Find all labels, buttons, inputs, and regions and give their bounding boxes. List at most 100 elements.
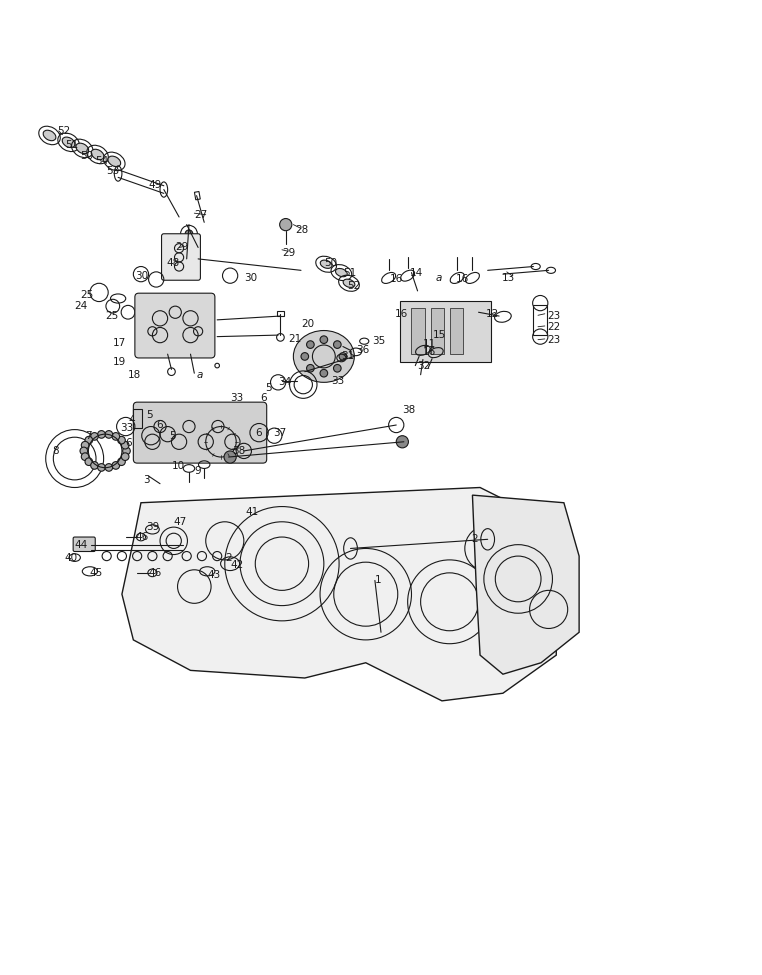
Circle shape xyxy=(123,448,130,454)
Text: 35: 35 xyxy=(372,336,385,346)
Ellipse shape xyxy=(343,279,355,288)
Ellipse shape xyxy=(293,331,354,382)
FancyBboxPatch shape xyxy=(135,293,215,358)
Text: 46: 46 xyxy=(136,532,149,542)
Text: 4: 4 xyxy=(128,415,135,425)
Circle shape xyxy=(85,458,93,465)
Polygon shape xyxy=(122,488,556,701)
Circle shape xyxy=(85,437,93,444)
Text: 29: 29 xyxy=(282,248,295,257)
Text: 6: 6 xyxy=(255,428,262,438)
Circle shape xyxy=(117,458,125,465)
Text: 48: 48 xyxy=(166,257,179,268)
Text: 18: 18 xyxy=(128,370,141,379)
Circle shape xyxy=(306,341,314,348)
Circle shape xyxy=(339,353,347,360)
Circle shape xyxy=(105,464,113,471)
Text: 47: 47 xyxy=(174,517,187,526)
Text: 29: 29 xyxy=(175,243,188,253)
Text: 30: 30 xyxy=(136,271,149,281)
Circle shape xyxy=(98,464,105,471)
Bar xyxy=(277,311,284,316)
Ellipse shape xyxy=(43,131,56,140)
Text: 24: 24 xyxy=(75,301,88,311)
Text: 25: 25 xyxy=(105,311,118,321)
Text: 40: 40 xyxy=(65,553,78,563)
Text: 42: 42 xyxy=(230,561,243,570)
Text: 16: 16 xyxy=(423,347,436,357)
Text: 6: 6 xyxy=(261,393,267,403)
Text: 33: 33 xyxy=(120,423,133,433)
Text: 22: 22 xyxy=(547,323,560,332)
Text: 3: 3 xyxy=(143,475,150,485)
Text: 49: 49 xyxy=(149,180,162,190)
Ellipse shape xyxy=(335,268,347,277)
Text: 33: 33 xyxy=(230,393,243,403)
Circle shape xyxy=(320,370,328,377)
Text: a: a xyxy=(197,370,203,379)
Text: 6: 6 xyxy=(156,420,163,430)
Text: 11: 11 xyxy=(423,339,436,349)
Bar xyxy=(411,308,425,354)
Text: 16: 16 xyxy=(456,275,469,285)
Text: 52: 52 xyxy=(347,281,360,291)
Text: 16: 16 xyxy=(395,309,408,319)
Text: 39: 39 xyxy=(146,523,159,532)
Text: 15: 15 xyxy=(433,331,446,340)
Text: a: a xyxy=(436,273,442,283)
Text: 13: 13 xyxy=(501,273,514,283)
Text: 43: 43 xyxy=(207,570,220,580)
Text: 10: 10 xyxy=(171,461,184,471)
Circle shape xyxy=(224,450,236,463)
Circle shape xyxy=(306,365,314,372)
Text: 6: 6 xyxy=(126,439,133,448)
Text: 45: 45 xyxy=(90,567,103,578)
Circle shape xyxy=(91,433,98,441)
Text: 51: 51 xyxy=(65,139,78,149)
Text: 34: 34 xyxy=(278,377,291,387)
Circle shape xyxy=(112,461,120,469)
Circle shape xyxy=(121,442,129,449)
Text: 53: 53 xyxy=(107,167,120,176)
Text: 1: 1 xyxy=(375,575,382,585)
Circle shape xyxy=(112,433,120,441)
Circle shape xyxy=(82,442,89,449)
Ellipse shape xyxy=(320,260,332,268)
Bar xyxy=(431,308,444,354)
Text: 38: 38 xyxy=(232,446,245,456)
Text: 19: 19 xyxy=(113,357,126,367)
Circle shape xyxy=(80,448,88,454)
Text: 51: 51 xyxy=(343,267,356,278)
Bar xyxy=(400,301,491,362)
Text: 28: 28 xyxy=(296,225,309,235)
Polygon shape xyxy=(472,495,579,674)
Bar xyxy=(133,410,142,428)
Ellipse shape xyxy=(185,230,193,238)
Circle shape xyxy=(91,461,98,469)
Circle shape xyxy=(280,218,292,231)
Text: 50: 50 xyxy=(324,257,337,268)
Bar xyxy=(450,308,463,354)
Text: 31: 31 xyxy=(341,351,354,362)
Text: 32: 32 xyxy=(418,361,431,370)
Text: 5: 5 xyxy=(265,383,272,394)
Text: 52: 52 xyxy=(57,126,70,136)
Text: 9: 9 xyxy=(194,466,201,476)
Text: 17: 17 xyxy=(113,337,126,348)
Circle shape xyxy=(334,365,341,372)
Circle shape xyxy=(82,452,89,460)
Text: 8: 8 xyxy=(52,446,59,456)
Text: 44: 44 xyxy=(75,539,88,550)
Circle shape xyxy=(301,353,309,360)
Text: 25: 25 xyxy=(80,291,93,300)
Text: 12: 12 xyxy=(486,309,499,319)
Circle shape xyxy=(320,335,328,343)
Circle shape xyxy=(334,341,341,348)
Bar xyxy=(194,191,200,200)
Text: 5: 5 xyxy=(169,431,176,441)
Text: 36: 36 xyxy=(357,345,370,355)
Text: 21: 21 xyxy=(288,333,301,344)
Text: 50: 50 xyxy=(80,151,93,161)
Ellipse shape xyxy=(108,156,120,167)
Circle shape xyxy=(396,436,408,448)
